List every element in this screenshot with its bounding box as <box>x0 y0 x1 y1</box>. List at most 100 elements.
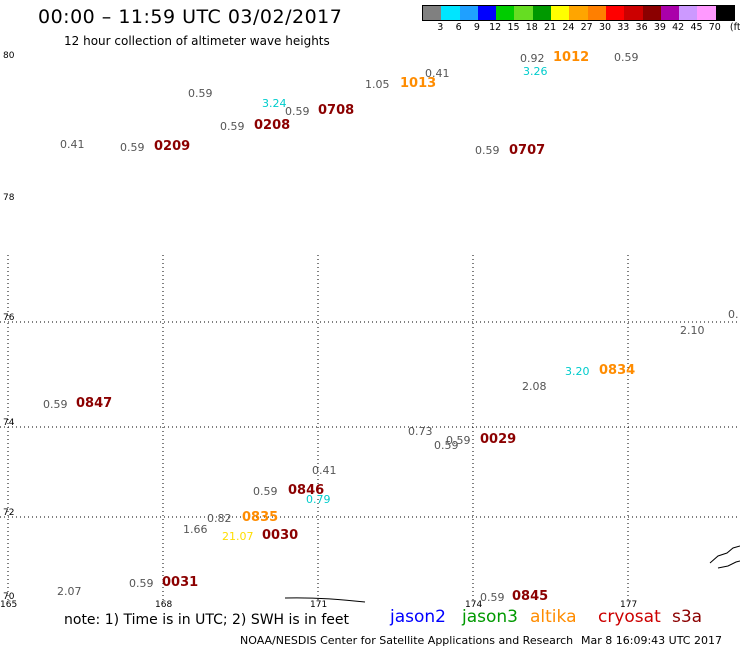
pass-time-label: 0847 <box>76 396 113 411</box>
colorbar-label: 45 <box>690 22 703 33</box>
colorbar-swatch <box>532 6 552 20</box>
swh-value: 0.59 <box>480 591 505 604</box>
swh-value: 0.59 <box>434 439 459 452</box>
colorbar-swatch <box>679 6 698 20</box>
swh-value: 0.41 <box>60 138 85 151</box>
colorbar-label: 15 <box>507 22 520 33</box>
colorbar-swatch <box>587 6 606 20</box>
legend-mission-jason2: jason2 <box>390 607 446 627</box>
swh-value: 3.26 <box>523 65 548 78</box>
colorbar-label: 6 <box>455 22 462 33</box>
colorbar-label: 24 <box>562 22 575 33</box>
lat-label: 80 <box>3 51 15 61</box>
swh-value: 0.82 <box>207 512 232 525</box>
colorbar-label: 33 <box>617 22 630 33</box>
lon-label: 174 <box>465 600 483 610</box>
colorbar-label: 70 <box>708 22 721 33</box>
pass-time-label: 0846 <box>288 483 325 498</box>
coastline-south <box>284 597 366 603</box>
legend-mission-jason3: jason3 <box>462 607 518 627</box>
pass-time-label: 0031 <box>162 575 199 590</box>
colorbar-swatch <box>423 6 442 20</box>
swh-value: 0.59 <box>220 120 245 133</box>
lat-label: 76 <box>3 313 15 323</box>
colorbar <box>422 5 736 21</box>
swh-value: 0.73 <box>408 425 433 438</box>
lat-label: 70 <box>3 592 15 602</box>
footer-note: note: 1) Time is in UTC; 2) SWH is in fe… <box>64 612 350 628</box>
lat-label: 78 <box>3 193 15 203</box>
colorbar-label: (ft) <box>729 22 740 33</box>
pass-time-label: 1012 <box>553 50 590 65</box>
colorbar-swatch <box>642 6 661 20</box>
swh-value: 0.59 <box>129 577 154 590</box>
coastline-east-2 <box>717 560 740 569</box>
generated-timestamp: Mar 8 16:09:43 UTC 2017 <box>581 634 722 647</box>
lon-label: 177 <box>620 600 638 610</box>
swh-value: 2.07 <box>57 585 82 598</box>
legend-mission-s3a: s3a <box>672 607 703 627</box>
colorbar-swatch <box>660 6 680 20</box>
colorbar-label: 27 <box>580 22 593 33</box>
legend-mission-altika: altika <box>530 607 577 627</box>
swh-value: 0.41 <box>425 67 450 80</box>
swh-value: 3.20 <box>565 365 590 378</box>
lat-label: 74 <box>3 418 15 428</box>
swh-value: 0.59 <box>475 144 500 157</box>
legend-mission-cryosat: cryosat <box>598 607 661 627</box>
swh-value: 0.59 <box>614 51 639 64</box>
swh-value: 0.59 <box>120 141 145 154</box>
credit-text: NOAA/NESDIS Center for Satellite Applica… <box>240 634 574 647</box>
swh-value: 2.08 <box>522 380 547 393</box>
lon-label: 168 <box>155 600 173 610</box>
colorbar-label: 3 <box>437 22 444 33</box>
colorbar-swatch <box>715 6 735 20</box>
colorbar-swatch <box>459 6 478 20</box>
lon-label: 165 <box>0 600 18 610</box>
pass-time-label: 0208 <box>254 118 291 133</box>
swh-value: 1.05 <box>365 78 390 91</box>
swh-value: 0.92 <box>520 52 545 65</box>
pass-time-label: 0845 <box>512 589 549 604</box>
pass-time-label: 0708 <box>318 103 355 118</box>
swh-value: 0. <box>728 308 739 321</box>
colorbar-swatch <box>551 6 570 20</box>
colorbar-label: 30 <box>598 22 612 33</box>
swh-value: 0.41 <box>312 464 337 477</box>
colorbar-label: 36 <box>635 22 648 33</box>
pass-time-label: 1013 <box>400 76 437 91</box>
swh-value: 2.10 <box>680 324 705 337</box>
swh-value: 0.59 <box>43 398 68 411</box>
colorbar-swatch <box>441 6 460 20</box>
pass-time-label: 0209 <box>154 139 191 154</box>
colorbar-swatch <box>697 6 716 20</box>
pass-time-label: 0834 <box>599 363 636 378</box>
colorbar-swatch <box>624 6 643 20</box>
colorbar-swatch <box>605 6 625 20</box>
map-title: 00:00 – 11:59 UTC 03/02/2017 <box>38 6 343 28</box>
colorbar-swatch <box>496 6 515 20</box>
swh-value: 0.59 <box>285 105 310 118</box>
colorbar-label: 12 <box>489 22 502 33</box>
colorbar-label: 42 <box>672 22 685 33</box>
pass-time-label: 0707 <box>509 143 546 158</box>
colorbar-label: 18 <box>525 22 538 33</box>
swh-value: 0.59 <box>253 485 278 498</box>
lat-label: 72 <box>3 508 15 518</box>
swh-value: 0.59 <box>446 434 471 447</box>
swh-value: 3.24 <box>262 97 287 110</box>
pass-time-label: 0030 <box>262 528 299 543</box>
swh-value: 1.66 <box>183 523 208 536</box>
pass-time-label: 0029 <box>480 432 517 447</box>
lon-label: 171 <box>310 600 328 610</box>
swh-value: 21.07 <box>222 530 254 543</box>
colorbar-swatch <box>569 6 588 20</box>
colorbar-label: 39 <box>653 22 666 33</box>
pass-time-label: 0835 <box>242 510 279 525</box>
colorbar-label: 21 <box>544 22 557 33</box>
swh-value: 0.79 <box>306 493 331 506</box>
colorbar-swatch <box>514 6 533 20</box>
